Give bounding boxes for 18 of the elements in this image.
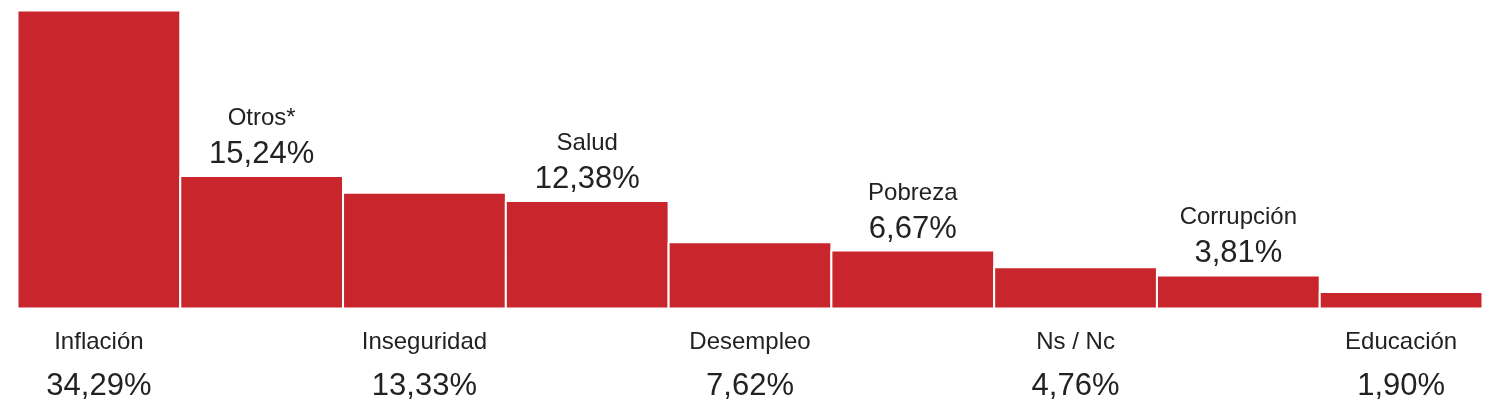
x-tick-label: Inseguridad — [361, 326, 488, 354]
data-label: 15,24% — [209, 135, 315, 171]
x-tick-label: Desempleo — [689, 326, 811, 354]
data-label: 12,38% — [534, 159, 640, 195]
data-label: 7,62% — [706, 366, 794, 402]
data-label: 6,67% — [868, 209, 957, 245]
x-tick-label: Ns / Nc — [1036, 326, 1115, 354]
x-tick-label: Educación — [1345, 326, 1458, 354]
data-label: 34,29% — [46, 366, 152, 402]
data-label: 4,76% — [1031, 366, 1120, 402]
data-label: 1,90% — [1357, 366, 1446, 402]
x-tick-label: Corrupción — [1179, 202, 1298, 230]
data-label: 3,81% — [1194, 234, 1283, 270]
x-tick-label: Inflación — [54, 326, 144, 354]
x-tick-label: Otros* — [227, 103, 296, 131]
x-tick-label: Salud — [556, 127, 618, 155]
data-label: 13,33% — [371, 366, 478, 402]
x-tick-label: Pobreza — [868, 177, 959, 205]
